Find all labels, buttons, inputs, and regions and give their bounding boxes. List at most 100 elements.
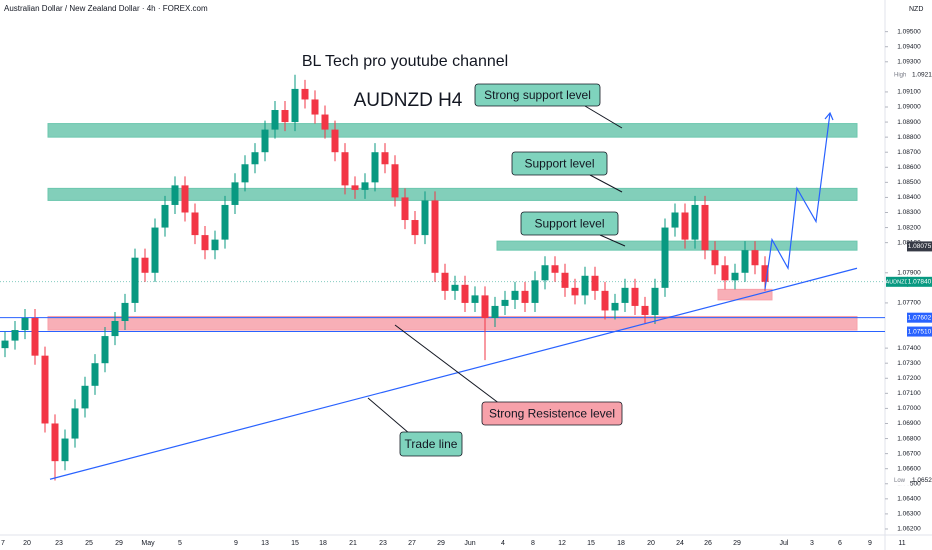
y-tick-label: 1.06700: [897, 450, 921, 457]
candle-body: [291, 88, 299, 123]
y-tick-label: 1.07300: [897, 360, 921, 367]
candle-body: [351, 185, 359, 190]
x-tick-label: 15: [587, 540, 595, 547]
y-tick-label: 1.07400: [897, 345, 921, 352]
currency: NZD: [909, 6, 923, 13]
y-tick-label: 1.06300: [897, 511, 921, 518]
x-tick-label: 23: [379, 540, 387, 547]
candle-body: [371, 152, 379, 183]
candle-body: [661, 227, 669, 288]
x-tick-label: 29: [733, 540, 741, 547]
x-tick-label: 5: [178, 540, 182, 547]
candle-body: [1, 340, 9, 349]
candle-body: [561, 272, 569, 288]
x-tick-label: 27: [408, 540, 416, 547]
chart-subtitle: AUDNZD H4: [354, 90, 463, 111]
price-tag-value: 1.09214: [912, 71, 932, 78]
price-tag: [893, 69, 910, 80]
candle-body: [451, 284, 459, 291]
candle-body: [751, 250, 759, 266]
candle-body: [551, 265, 559, 273]
trend-line: [49, 267, 858, 480]
candle-body: [201, 235, 209, 251]
zone: [47, 123, 858, 138]
x-tick-label: 9: [234, 540, 238, 547]
candle-body: [91, 363, 99, 386]
x-tick-label: 20: [647, 540, 655, 547]
candle-body: [591, 275, 599, 291]
y-tick-label: 1.08800: [897, 134, 921, 141]
callout-text: Support level: [534, 217, 604, 231]
y-tick-label: 1.08900: [897, 119, 921, 126]
x-tick-label: Jul: [780, 540, 789, 547]
callout-line: [394, 324, 501, 405]
callout-box: [474, 83, 601, 107]
x-tick-label: 29: [437, 540, 445, 547]
candle-body: [441, 272, 449, 291]
price-tag-name: AUDNZD: [886, 279, 909, 285]
candle-body: [361, 182, 369, 190]
candle-body: [31, 317, 39, 356]
candle-body: [231, 182, 239, 205]
arrow-head: [824, 111, 834, 121]
y-tick-label: 1.09400: [897, 43, 921, 50]
x-tick-label: 23: [55, 540, 63, 547]
chart-title: BL Tech pro youtube channel: [302, 53, 508, 70]
callout-box: [511, 151, 608, 176]
callout-box: [399, 431, 463, 457]
y-tick-label: 1.08300: [897, 209, 921, 216]
y-tick-label: 1.09000: [897, 104, 921, 111]
candle-body: [731, 272, 739, 281]
candle-body: [671, 212, 679, 228]
y-tick-label: 1.09500: [897, 28, 921, 35]
x-tick-label: 18: [319, 540, 327, 547]
candle-body: [621, 287, 629, 303]
x-tick-label: Jun: [464, 540, 475, 547]
candle-body: [411, 220, 419, 236]
candle-body: [631, 287, 639, 306]
y-tick-label: 1.07900: [897, 269, 921, 276]
candle-body: [571, 287, 579, 296]
candle-body: [211, 239, 219, 251]
y-tick-label: 1.06600: [897, 465, 921, 472]
y-tick-label: 1.08600: [897, 164, 921, 171]
y-tick-label: 1.06900: [897, 420, 921, 427]
candle-body: [721, 265, 729, 281]
candle-body: [301, 88, 309, 100]
candle-body: [431, 200, 439, 273]
x-tick-label: 20: [23, 540, 31, 547]
callout-line: [367, 397, 411, 435]
candle-body: [151, 227, 159, 273]
candle-body: [501, 299, 509, 306]
x-tick-label: May: [141, 540, 155, 547]
x-tick-label: 24: [676, 540, 684, 547]
callout-text: Trade line: [405, 437, 458, 451]
y-tick-label: 1.08400: [897, 194, 921, 201]
y-tick-label: 1.06800: [897, 435, 921, 442]
candle-body: [461, 284, 469, 303]
price-tag-value: 1.08075: [908, 243, 932, 250]
price-tag-name-box: [886, 276, 908, 287]
candle-body: [311, 99, 319, 115]
candle-body: [381, 152, 389, 165]
candle-body: [51, 423, 59, 462]
header: Australian Dollar / New Zealand Dollar ·…: [4, 4, 208, 13]
candle-body: [281, 110, 289, 123]
callout-box: [520, 211, 619, 236]
candle-body: [181, 185, 189, 213]
y-tick-label: 1.09300: [897, 59, 921, 66]
candle-body: [121, 302, 129, 321]
candle-body: [541, 265, 549, 281]
candle-body: [21, 317, 29, 331]
candle-body: [391, 164, 399, 198]
candle-body: [171, 185, 179, 205]
callout-line: [589, 174, 623, 193]
x-tick-label: 7: [1, 540, 5, 547]
y-tick-label: 1.07100: [897, 390, 921, 397]
candle-body: [321, 114, 329, 130]
x-tick-label: 15: [291, 540, 299, 547]
callout-line: [584, 105, 623, 129]
candle-body: [741, 250, 749, 273]
